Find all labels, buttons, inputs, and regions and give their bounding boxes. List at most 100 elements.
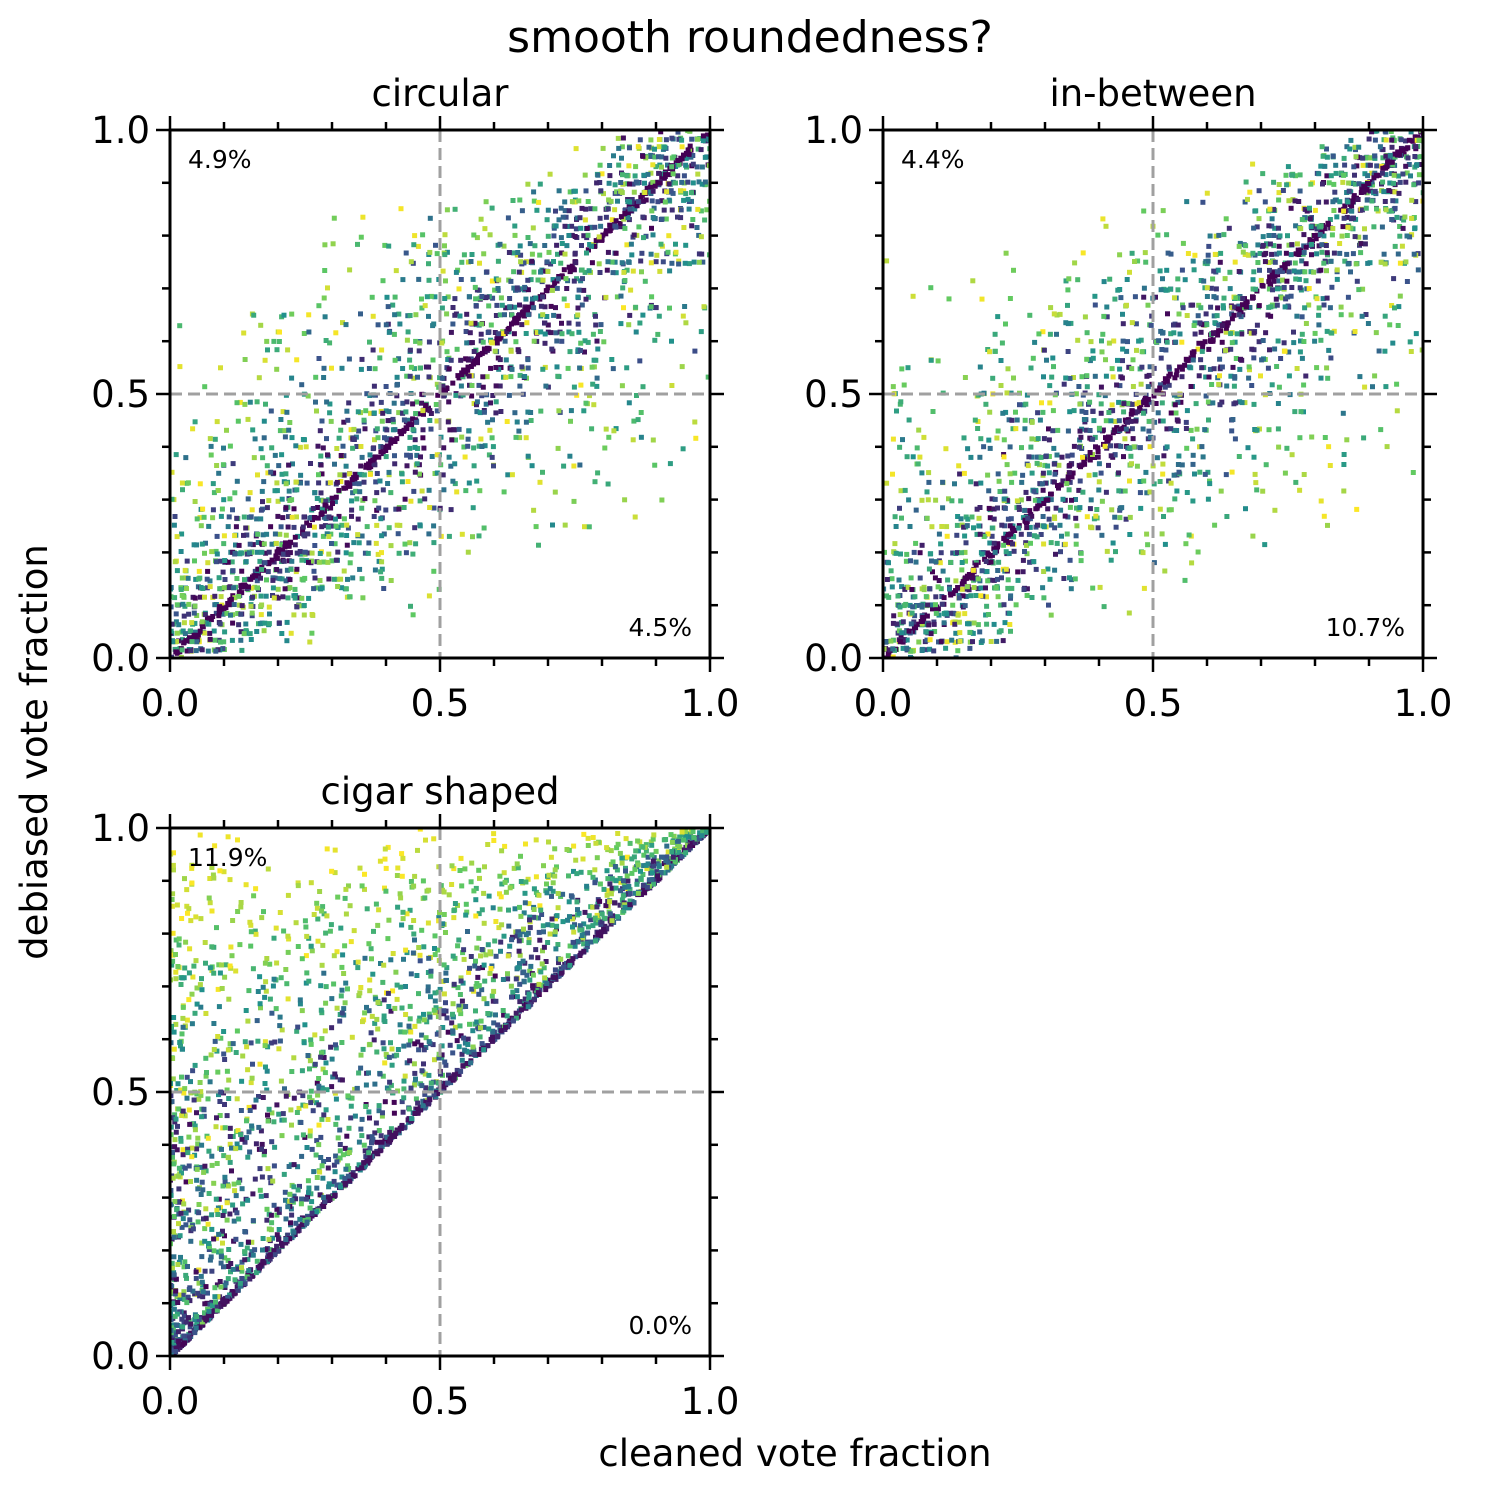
- scatter-point: [924, 613, 930, 619]
- scatter-point: [294, 604, 300, 610]
- scatter-point: [668, 832, 674, 838]
- scatter-point: [1095, 454, 1101, 460]
- scatter-point: [259, 540, 265, 546]
- scatter-point: [284, 567, 290, 573]
- scatter-point: [1331, 208, 1337, 213]
- scatter-point: [415, 446, 421, 451]
- scatter-point: [977, 531, 983, 537]
- scatter-point: [1262, 259, 1268, 265]
- scatter-point: [357, 566, 363, 572]
- scatter-point: [1022, 507, 1028, 513]
- scatter-point: [683, 155, 689, 161]
- scatter-point: [1123, 516, 1129, 522]
- scatter-point: [502, 338, 508, 344]
- scatter-point: [191, 542, 197, 548]
- scatter-point: [372, 454, 378, 460]
- scatter-point: [1207, 481, 1213, 487]
- scatter-point: [212, 637, 218, 643]
- scatter-point: [474, 402, 479, 408]
- scatter-point: [181, 613, 187, 619]
- scatter-point: [288, 566, 294, 572]
- scatter-point: [1102, 393, 1108, 399]
- scatter-point: [306, 312, 312, 318]
- scatter-point: [571, 498, 577, 504]
- scatter-point: [1372, 373, 1378, 379]
- scatter-point: [305, 531, 311, 537]
- scatter-point: [1371, 224, 1377, 230]
- scatter-point: [511, 320, 517, 326]
- scatter-point: [361, 472, 367, 478]
- scatter-point: [484, 1001, 490, 1007]
- scatter-point: [383, 445, 389, 451]
- scatter-point: [626, 259, 632, 265]
- scatter-point: [1289, 242, 1295, 248]
- scatter-point: [1331, 328, 1337, 334]
- scatter-point: [1415, 134, 1421, 140]
- scatter-point: [1099, 532, 1105, 538]
- scatter-point: [407, 454, 413, 460]
- scatter-point: [930, 409, 936, 414]
- scatter-point: [1037, 481, 1043, 487]
- scatter-point: [289, 514, 295, 520]
- scatter-point: [203, 540, 208, 546]
- annotation-lower-right: 10.7%: [1326, 613, 1405, 642]
- scatter-point: [1168, 286, 1173, 292]
- scatter-point: [197, 481, 203, 487]
- scatter-point: [439, 340, 445, 346]
- scatter-point: [528, 410, 534, 415]
- scatter-point: [530, 296, 535, 302]
- scatter-point: [1340, 410, 1346, 416]
- scatter-point: [602, 445, 608, 451]
- scatter-point: [1179, 267, 1185, 273]
- scatter-point: [1197, 469, 1203, 475]
- scatter-point: [567, 943, 573, 949]
- scatter-point: [1387, 159, 1393, 165]
- scatter-point: [1178, 399, 1184, 405]
- scatter-point: [1324, 250, 1330, 256]
- scatter-point: [1269, 382, 1275, 388]
- scatter-point: [631, 232, 637, 238]
- scatter-point: [971, 620, 977, 626]
- scatter-point: [1339, 233, 1345, 239]
- scatter-point: [1020, 472, 1026, 478]
- scatter-point: [515, 250, 521, 255]
- scatter-point: [296, 595, 302, 601]
- scatter-point: [216, 1004, 222, 1010]
- scatter-point: [440, 472, 446, 478]
- scatter-point: [599, 171, 605, 177]
- scatter-point: [1180, 240, 1186, 246]
- scatter-point: [574, 215, 580, 221]
- scatter-point: [1276, 250, 1282, 256]
- scatter-point: [1139, 364, 1145, 370]
- scatter-point: [497, 383, 503, 389]
- scatter-point: [189, 620, 195, 626]
- scatter-point: [699, 181, 705, 187]
- scatter-point: [390, 416, 396, 422]
- scatter-point: [1365, 321, 1371, 326]
- scatter-point: [1232, 259, 1238, 265]
- scatter-point: [417, 498, 423, 504]
- scatter-point: [1316, 171, 1322, 177]
- scatter-point: [525, 307, 530, 313]
- scatter-point: [315, 443, 321, 449]
- scatter-point: [1359, 313, 1365, 319]
- scatter-point: [915, 461, 921, 467]
- scatter-point: [266, 498, 272, 504]
- scatter-point: [346, 356, 352, 362]
- scatter-point: [933, 594, 939, 600]
- scatter-point: [1293, 276, 1299, 282]
- scatter-point: [1140, 550, 1146, 556]
- scatter-point: [174, 630, 180, 636]
- scatter-point: [201, 630, 207, 636]
- scatter-point: [1332, 189, 1338, 195]
- scatter-point: [886, 651, 892, 657]
- scatter-point: [1257, 267, 1262, 273]
- scatter-point: [948, 610, 954, 616]
- scatter-point: [599, 237, 605, 243]
- scatter-point: [927, 586, 933, 592]
- scatter-point: [486, 452, 492, 458]
- scatter-point: [1024, 593, 1030, 598]
- scatter-point: [1206, 417, 1211, 423]
- scatter-point: [1060, 478, 1066, 484]
- scatter-point: [356, 540, 362, 546]
